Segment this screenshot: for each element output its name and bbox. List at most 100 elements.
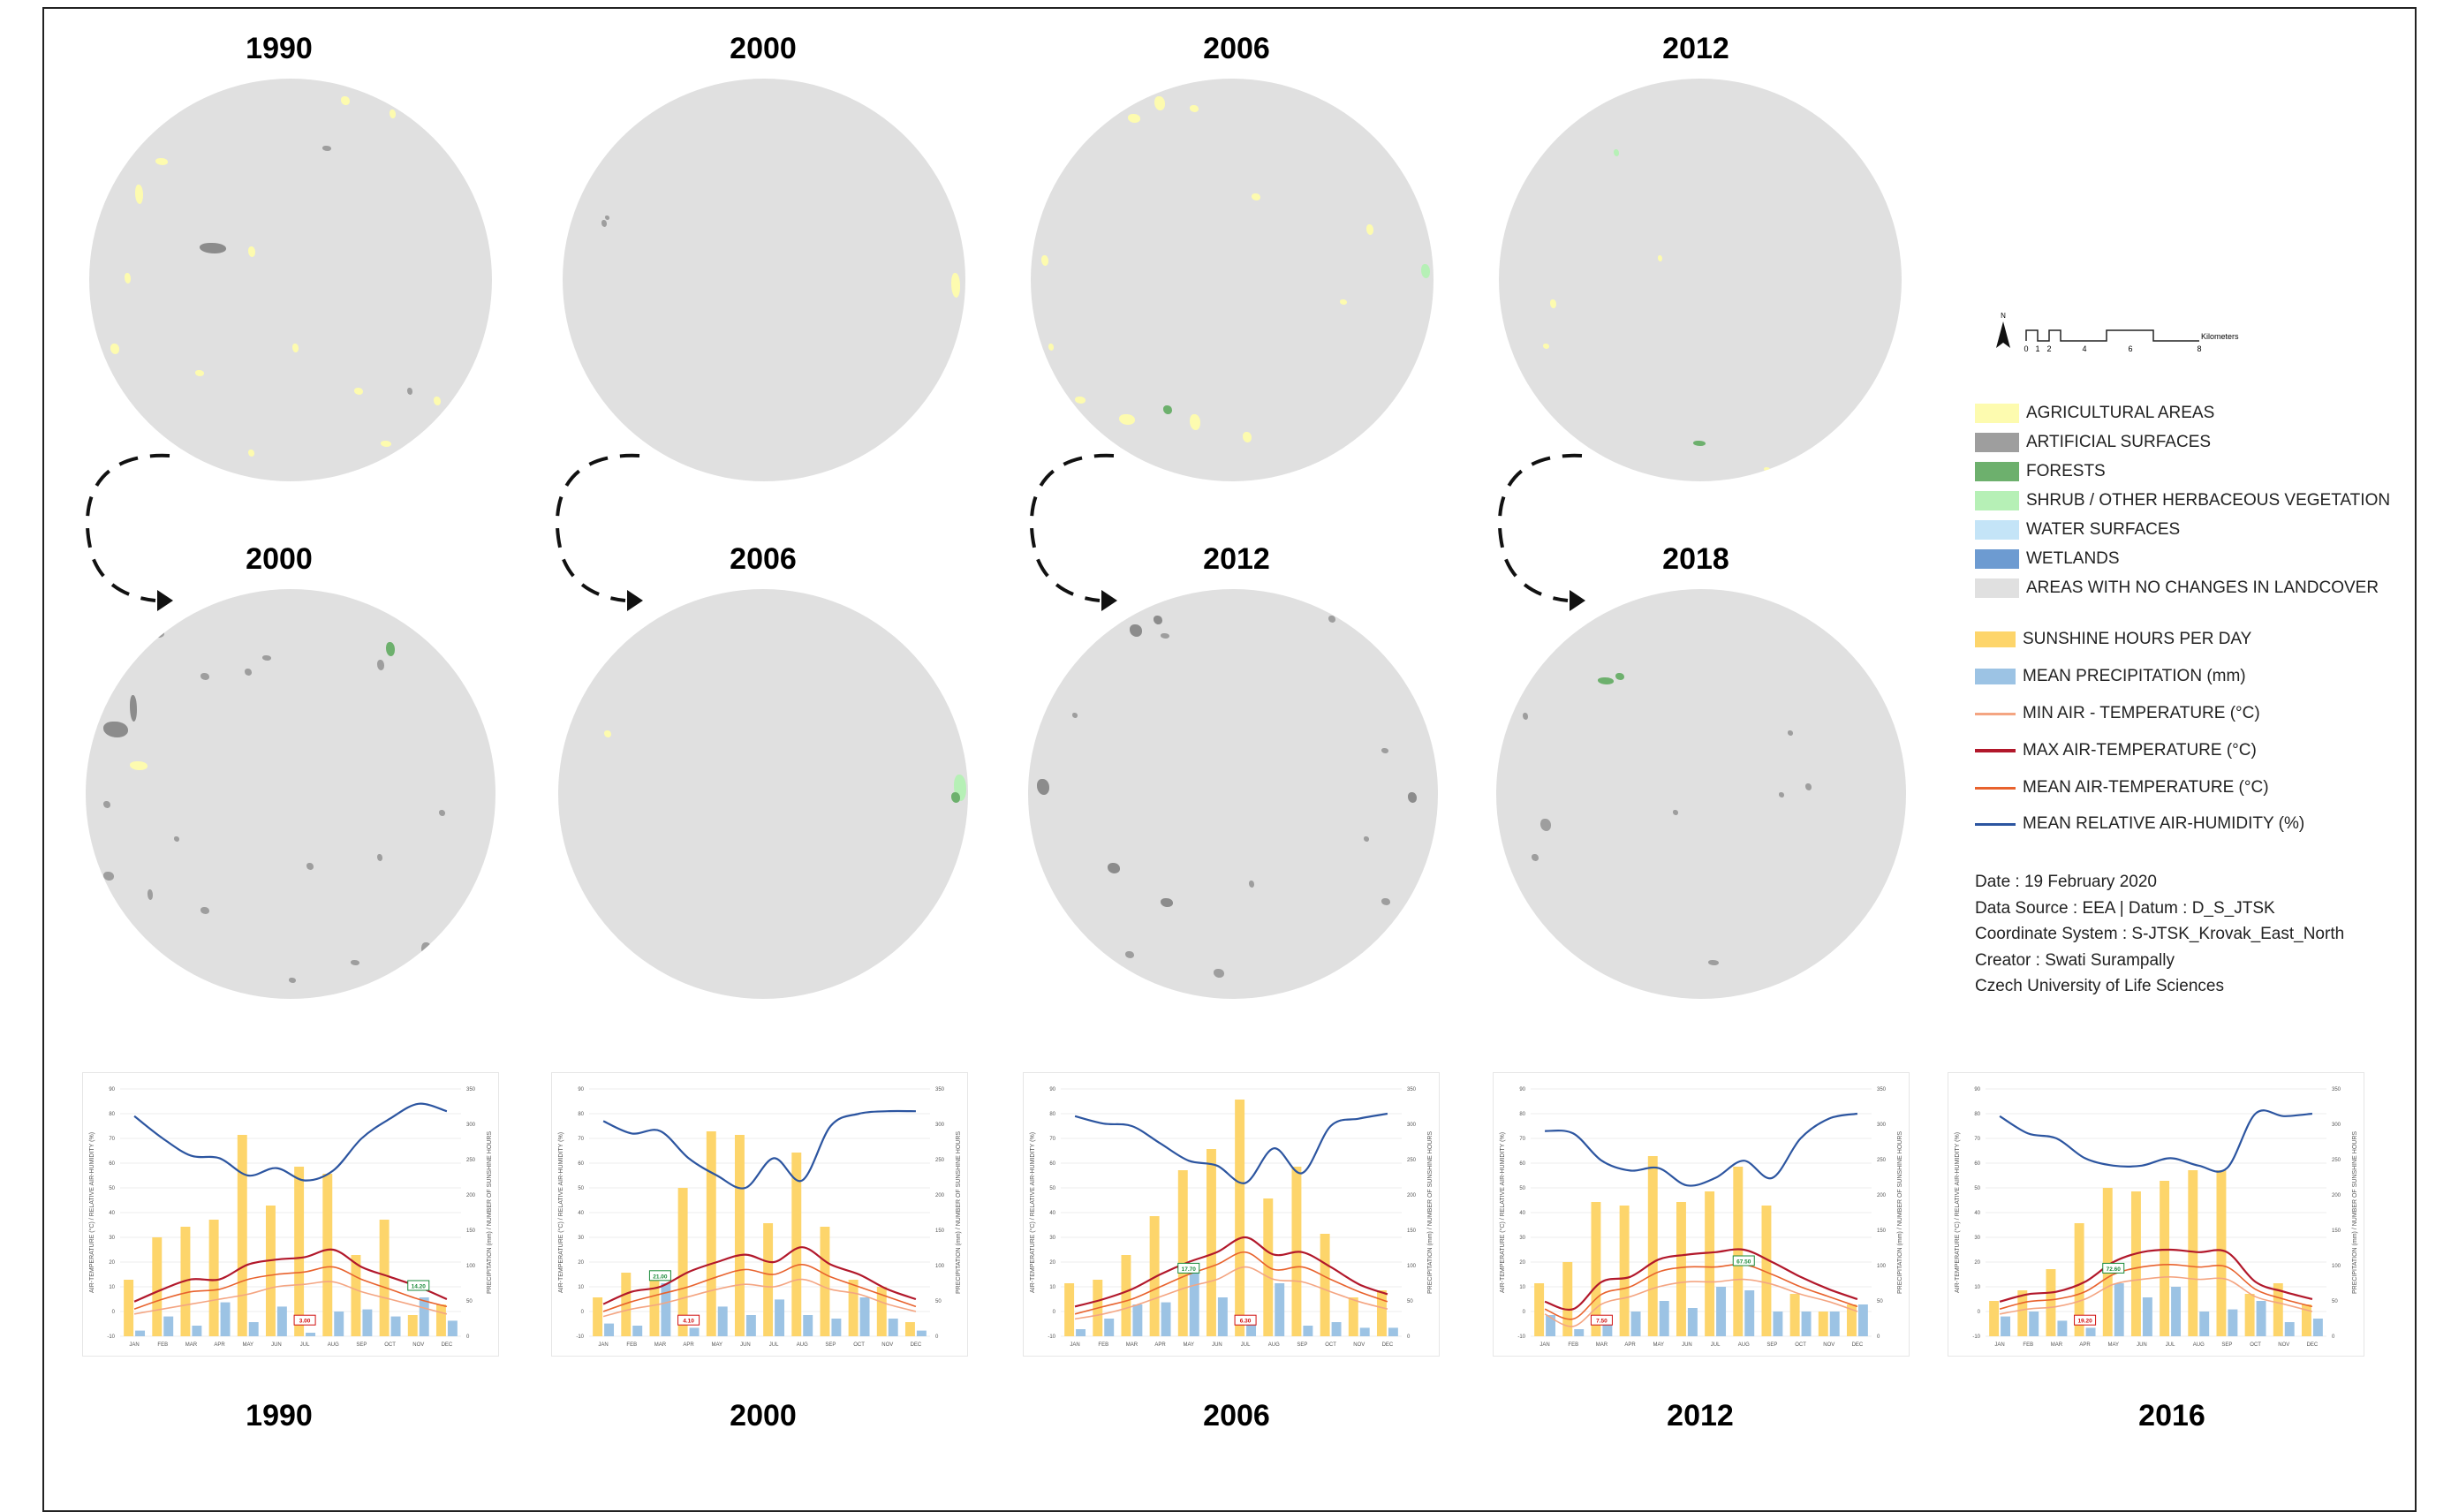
left-tick-label: 40: [1519, 1211, 1525, 1216]
right-tick-label: 350: [2332, 1087, 2341, 1092]
scale-tick-1: 1: [2035, 344, 2039, 353]
data-label-box: [293, 1314, 316, 1326]
precipitation-bar: [1132, 1304, 1143, 1336]
precipitation-bar: [447, 1320, 458, 1336]
right-tick-label: 200: [2332, 1193, 2341, 1198]
month-tick-label: DEC: [2307, 1342, 2319, 1348]
precipitation-bar: [632, 1326, 643, 1336]
sunshine-bar: [2160, 1181, 2170, 1336]
month-tick-label: SEP: [1297, 1342, 1307, 1348]
climate-chart-2006: 90 80 70 60 50 40 30 20 10 0 -10 350 300 250 200 150 100…: [1023, 1072, 1440, 1357]
month-tick-label: OCT: [384, 1342, 396, 1348]
left-tick-label: 30: [1519, 1236, 1525, 1241]
precipitation-bar: [2228, 1309, 2238, 1336]
series-line: [1074, 1251, 1388, 1315]
left-tick-label: 0: [1978, 1310, 1981, 1315]
precipitation-bar: [390, 1316, 401, 1336]
legend-item-wetlands: WETLANDS: [1975, 548, 2120, 570]
left-tick-label: 90: [578, 1087, 584, 1092]
left-tick-label: 0: [112, 1310, 116, 1315]
right-tick-label: 100: [466, 1264, 476, 1269]
month-tick-label: NOV: [881, 1342, 893, 1348]
left-tick-label: 70: [1049, 1137, 1055, 1142]
precipitation-bar: [1246, 1315, 1257, 1336]
north-label: N: [2001, 312, 2006, 320]
legend-item-forests: FORESTS: [1975, 461, 2106, 482]
series-line: [133, 1102, 448, 1182]
right-tick-label: 150: [466, 1228, 476, 1234]
right-tick-label: 50: [1877, 1299, 1883, 1304]
data-label: 19.20: [2074, 1314, 2097, 1326]
left-tick-label: -10: [1517, 1334, 1525, 1340]
precipitation-bar: [248, 1322, 259, 1336]
sunshine-bar: [820, 1227, 830, 1336]
y-axis-title: AIR-TEMPERATURE (°C) / RELATIVE AIR-HUMI…: [557, 1132, 564, 1293]
y2-axis-title: PRECIPITATION (mm) / NUMBER OF SUNSHINE …: [487, 1131, 493, 1294]
right-tick-label: 0: [2332, 1334, 2335, 1340]
sunshine-bar: [2017, 1290, 2028, 1336]
left-tick-label: 90: [1049, 1087, 1055, 1092]
sunshine-bar: [1235, 1100, 1245, 1336]
month-tick-label: AUG: [1268, 1342, 1280, 1348]
left-tick-label: 90: [109, 1087, 115, 1092]
sunshine-bar: [322, 1174, 333, 1336]
left-tick-label: 60: [1049, 1161, 1055, 1167]
month-tick-label: MAY: [242, 1342, 253, 1348]
precipitation-bar: [2029, 1312, 2039, 1336]
month-tick-label: JUL: [300, 1342, 310, 1348]
month-tick-label: DEC: [442, 1342, 453, 1348]
year-label-top-1: 1990: [246, 32, 313, 65]
month-tick-label: AUG: [2193, 1342, 2205, 1348]
left-tick-label: -10: [1048, 1334, 1055, 1340]
month-tick-label: JUN: [2137, 1342, 2147, 1348]
precipitation-bar: [1574, 1329, 1585, 1336]
legend-item-min-temp: MIN AIR - TEMPERATURE (°C): [1975, 703, 2260, 724]
month-tick-label: OCT: [853, 1342, 865, 1348]
precipitation-bar: [2085, 1327, 2096, 1336]
precipitation-bar: [2199, 1312, 2210, 1336]
data-label-text: 19.20: [2077, 1319, 2092, 1325]
sunshine-bar: [1818, 1312, 1828, 1336]
month-tick-label: JUL: [2166, 1342, 2175, 1348]
right-tick-label: 300: [1407, 1123, 1417, 1128]
scale-tick-4: 4: [2082, 344, 2086, 353]
precipitation-bar: [163, 1316, 174, 1336]
right-tick-label: 250: [466, 1158, 476, 1163]
precipitation-bar: [803, 1315, 813, 1336]
precipitation-bar: [1602, 1322, 1613, 1336]
sunshine-bar: [1348, 1297, 1358, 1336]
left-tick-label: 0: [581, 1310, 585, 1315]
sunshine-bar: [152, 1237, 163, 1336]
precipitation-bar: [1303, 1326, 1313, 1336]
precipitation-bar: [1161, 1302, 1171, 1336]
month-tick-label: SEP: [1766, 1342, 1777, 1348]
transition-arrow-4: [1497, 453, 1585, 611]
month-tick-label: OCT: [2250, 1342, 2261, 1348]
left-tick-label: 20: [1049, 1260, 1055, 1266]
data-label-text: 7.50: [1596, 1319, 1608, 1325]
month-tick-label: JAN: [1070, 1342, 1079, 1348]
landcover-map-2000-bottom: [86, 589, 495, 999]
scale-unit: Kilometers: [2201, 332, 2239, 341]
precipitation-bar: [276, 1306, 287, 1336]
month-tick-label: SEP: [356, 1342, 367, 1348]
sunshine-bar: [734, 1135, 745, 1336]
series-line: [1544, 1248, 1858, 1312]
transition-arrow-2: [555, 453, 643, 611]
precipitation-bar: [306, 1333, 316, 1336]
precipitation-bar: [1076, 1329, 1086, 1336]
left-tick-label: 70: [1974, 1137, 1980, 1142]
sunshine-bar: [1177, 1170, 1188, 1336]
series-line: [1999, 1109, 2313, 1173]
sunshine-bar: [848, 1280, 859, 1336]
sunshine-bar: [2046, 1269, 2056, 1336]
chart-year-label-2000: 2000: [730, 1399, 797, 1433]
month-tick-label: JUN: [271, 1342, 282, 1348]
scale-tick-8: 8: [2197, 344, 2201, 353]
y-axis-title: AIR-TEMPERATURE (°C) / RELATIVE AIR-HUMI…: [1499, 1132, 1506, 1293]
sunshine-bar: [351, 1255, 361, 1336]
precipitation-bar: [2001, 1316, 2011, 1336]
scale-tick-2: 2: [2046, 344, 2051, 353]
precipitation-bar: [1829, 1312, 1840, 1336]
month-tick-label: NOV: [2278, 1342, 2289, 1348]
